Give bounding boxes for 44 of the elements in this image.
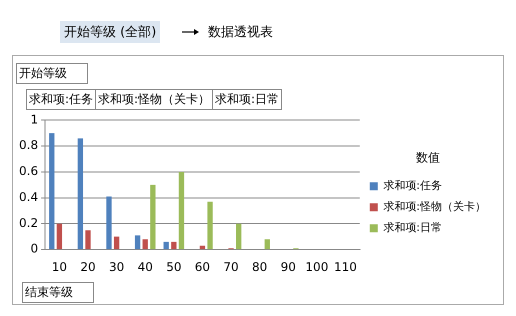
bar bbox=[264, 239, 270, 250]
bar bbox=[114, 236, 120, 250]
y-tick-label: 0.2 bbox=[18, 216, 38, 230]
x-tick-label: 50 bbox=[166, 260, 182, 274]
bar bbox=[49, 133, 54, 250]
legend-title: 数值 bbox=[416, 150, 440, 164]
y-tick-label: 1 bbox=[30, 112, 38, 126]
bar bbox=[164, 242, 169, 250]
bar bbox=[171, 242, 176, 250]
bar bbox=[142, 239, 148, 250]
x-tick-label: 60 bbox=[194, 260, 210, 274]
x-tick-label: 110 bbox=[334, 260, 357, 274]
y-tick-label: 0 bbox=[30, 242, 38, 256]
legend-label: 求和项:怪物（关卡） bbox=[383, 200, 486, 214]
bar bbox=[207, 202, 213, 250]
bar bbox=[178, 172, 184, 250]
y-tick-label: 0.4 bbox=[18, 190, 38, 204]
x-tick-label: 40 bbox=[138, 260, 153, 274]
bar bbox=[236, 224, 242, 250]
bar bbox=[150, 184, 156, 250]
text: 求和项:任务 bbox=[26, 89, 96, 110]
y-tick-label: 0.8 bbox=[18, 138, 38, 152]
bar bbox=[134, 235, 140, 250]
x-tick-label: 10 bbox=[52, 260, 68, 274]
x-tick-label: 30 bbox=[108, 260, 124, 274]
x-axis-title: 结束等级 bbox=[22, 282, 94, 303]
x-tick-label: 100 bbox=[305, 260, 328, 274]
bar bbox=[200, 246, 206, 250]
x-tick-label: 20 bbox=[80, 260, 96, 274]
bar bbox=[78, 138, 84, 250]
y-tick-label: 0.6 bbox=[18, 164, 38, 178]
text: 开始等级 bbox=[16, 63, 88, 84]
x-tick-label: 80 bbox=[252, 260, 268, 274]
x-tick-label: 70 bbox=[223, 260, 239, 274]
text: 求和项:日常 bbox=[212, 89, 282, 110]
legend-label: 求和项:任务 bbox=[383, 179, 442, 192]
bar bbox=[106, 196, 112, 250]
x-tick-label: 90 bbox=[280, 260, 296, 274]
chart-subtitle: 数据透视表 bbox=[208, 24, 273, 41]
chart-title: 开始等级 (全部) bbox=[60, 21, 160, 43]
bar bbox=[56, 224, 62, 250]
legend-label: 求和项:日常 bbox=[383, 221, 442, 234]
bar bbox=[85, 230, 91, 250]
text: 求和项:怪物（关卡） bbox=[95, 89, 214, 110]
